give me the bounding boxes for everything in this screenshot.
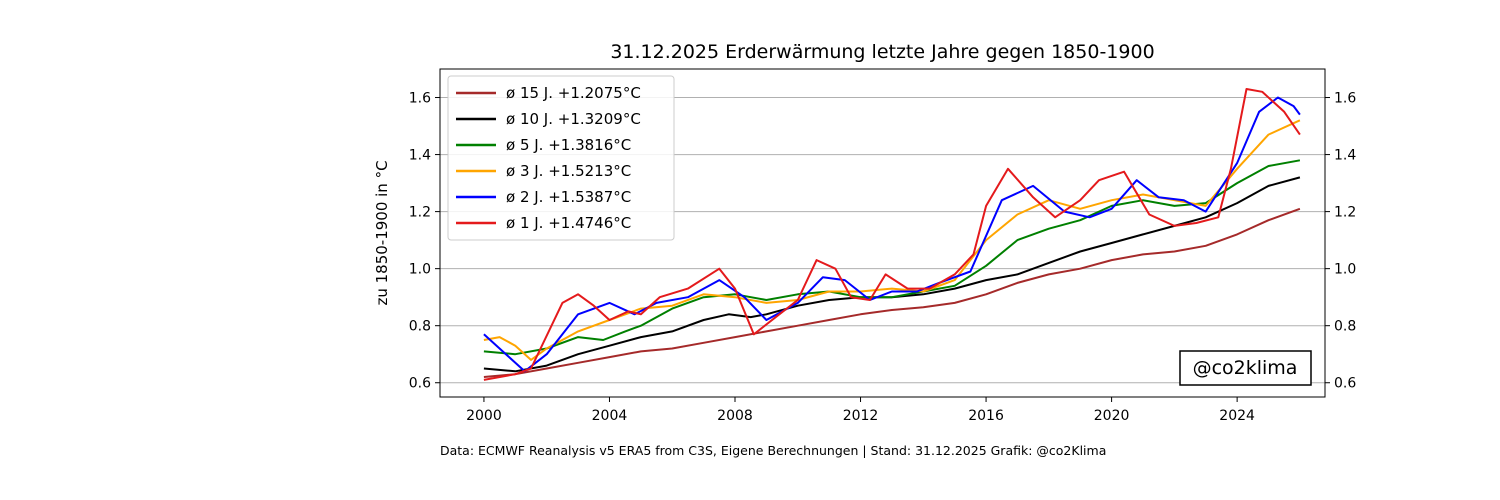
series-line <box>483 88 1301 381</box>
series-line <box>483 207 1301 378</box>
y-tick-label: 0.6 <box>409 376 431 392</box>
series-lines <box>483 88 1301 381</box>
x-tick-label: 2008 <box>717 408 753 424</box>
watermark-border <box>1179 350 1312 386</box>
plot-frame <box>439 68 1326 398</box>
y-axis-left: 0.6 0.8 1.0 1.2 1.4 1.6 <box>409 91 440 392</box>
watermark-text: @co2klima <box>1193 357 1298 379</box>
x-tick-label: 2020 <box>1094 408 1130 424</box>
x-tick-label: 2024 <box>1219 408 1255 424</box>
y-tick-label-right: 1.0 <box>1334 262 1356 278</box>
y-tick-label-right: 0.6 <box>1334 376 1356 392</box>
y-axis-right: 0.6 0.8 1.0 1.2 1.4 1.6 <box>1325 91 1356 392</box>
y-tick-label: 1.6 <box>409 91 431 107</box>
legend-label: ø 2 J. +1.5387°C <box>506 188 631 206</box>
x-tick-label: 2012 <box>843 408 879 424</box>
y-tick-label: 1.2 <box>409 205 431 221</box>
legend-label: ø 3 J. +1.5213°C <box>506 162 631 180</box>
y-tick-label-right: 1.4 <box>1334 148 1356 164</box>
legend-label: ø 1 J. +1.4746°C <box>506 214 631 232</box>
y-tick-label-right: 0.8 <box>1334 319 1356 335</box>
x-tick-label: 2016 <box>968 408 1004 424</box>
y-tick-label: 1.4 <box>409 148 431 164</box>
legend: ø 15 J. +1.2075°C ø 10 J. +1.3209°C ø 5 J.… <box>447 75 675 241</box>
legend-label: ø 5 J. +1.3816°C <box>506 136 631 154</box>
series-line <box>483 96 1301 373</box>
source-note: Data: ECMWF Reanalysis v5 ERA5 from C3S,… <box>440 443 1107 458</box>
x-axis: 2000 2004 2008 2012 2016 2020 2024 <box>466 397 1255 424</box>
y-tick-label: 0.8 <box>409 319 431 335</box>
chart-title: 31.12.2025 Erderwärmung letzte Jahre geg… <box>610 41 1154 63</box>
y-tick-label-right: 1.2 <box>1334 205 1356 221</box>
y-tick-label-right: 1.6 <box>1334 91 1356 107</box>
x-tick-label: 2004 <box>592 408 628 424</box>
legend-box <box>447 75 675 241</box>
watermark-box: @co2klima <box>1179 350 1312 386</box>
y-axis-label: zu 1850-1900 in °C <box>373 160 391 305</box>
y-tick-label: 1.0 <box>409 262 431 278</box>
legend-label: ø 15 J. +1.2075°C <box>506 84 641 102</box>
x-tick-label: 2000 <box>466 408 502 424</box>
legend-label: ø 10 J. +1.3209°C <box>506 110 641 128</box>
